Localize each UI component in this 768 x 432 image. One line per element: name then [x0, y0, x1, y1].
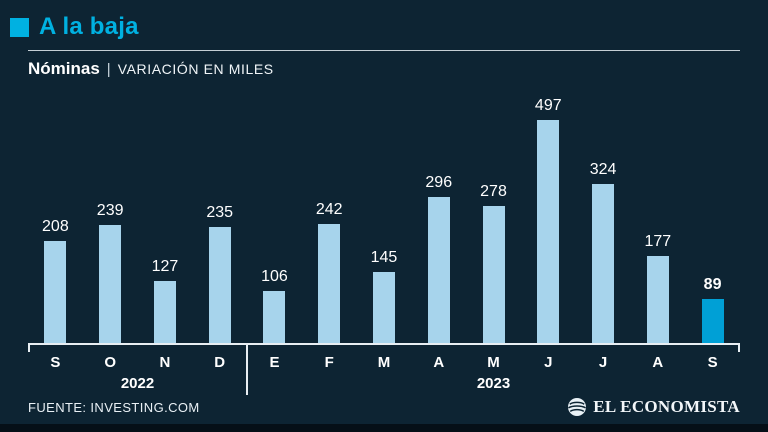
bar	[372, 271, 395, 343]
bar-value-label: 242	[315, 200, 343, 218]
year-label-2022: 2022	[120, 375, 155, 392]
bar	[318, 223, 341, 343]
bar	[263, 290, 286, 343]
bar-column: 324	[576, 97, 631, 343]
bar-column: 278	[466, 97, 521, 343]
bar-column: 242	[302, 97, 357, 343]
year-group-divider	[246, 343, 249, 395]
bar-value-label: 177	[644, 232, 672, 250]
month-label: M	[487, 354, 500, 371]
bar-value-label: 497	[534, 97, 562, 114]
bottom-strip	[0, 424, 768, 432]
el-economista-globe-icon	[568, 398, 587, 416]
bar-column: 235	[192, 97, 247, 343]
axis-right-tick	[738, 343, 740, 352]
bar	[44, 240, 67, 343]
bar	[646, 255, 669, 343]
bar-value-label: 106	[261, 267, 288, 285]
bar-chart: 208 239 127 235 106 242 145 296 278 497 324 177 89 S…	[28, 97, 740, 395]
header-divider	[28, 50, 740, 51]
chart-subtitle: Nóminas | VARIACIÓN EN MILES	[28, 59, 740, 79]
bar-column: 239	[83, 97, 138, 343]
bar	[537, 120, 560, 343]
bar	[701, 299, 724, 343]
page-title: A la baja	[39, 13, 139, 40]
brand-name: EL ECONOMISTA	[593, 397, 740, 416]
month-label: J	[598, 354, 608, 371]
month-label: A	[652, 354, 664, 371]
bar	[153, 280, 176, 343]
month-label: E	[269, 354, 280, 371]
brand-logo: EL ECONOMISTA	[567, 397, 740, 417]
month-label: A	[433, 354, 445, 371]
bar-value-label: 278	[480, 183, 507, 201]
month-label: N	[159, 354, 171, 371]
month-label: D	[214, 354, 226, 371]
x-axis-line	[28, 343, 740, 352]
bar-value-label: 145	[370, 248, 398, 266]
bar-value-label: 208	[42, 217, 69, 235]
subtitle-units: VARIACIÓN EN MILES	[117, 61, 274, 77]
source-credit: FUENTE: INVESTING.COM	[28, 399, 200, 415]
bar	[482, 206, 505, 343]
month-label: F	[324, 354, 334, 371]
bar-column: 145	[357, 97, 412, 343]
bar-column: 497	[521, 97, 576, 343]
bar-column: 208	[28, 97, 83, 343]
bar-value-label: 89	[703, 276, 722, 294]
title-bullet-square-icon	[10, 17, 29, 37]
year-axis: 2022 2023	[28, 373, 740, 395]
bar-column: 89	[685, 97, 740, 343]
subtitle-separator: |	[106, 61, 111, 78]
plot-area: 208 239 127 235 106 242 145 296 278 497 324 177 89	[28, 97, 740, 343]
bar-value-label: 324	[589, 160, 617, 178]
month-label: S	[50, 354, 61, 371]
month-label: O	[104, 354, 116, 371]
bar-column: 296	[411, 97, 466, 343]
month-label: J	[544, 354, 553, 371]
series-name: Nóminas	[28, 59, 100, 78]
axis-left-tick	[28, 343, 30, 352]
month-label: S	[707, 354, 718, 371]
title-row: A la baja	[10, 0, 740, 41]
month-label: M	[377, 354, 391, 371]
footer: FUENTE: INVESTING.COM EL ECONOMISTA	[28, 397, 740, 417]
bar-column: 177	[630, 97, 685, 343]
bar-value-label: 239	[96, 202, 124, 220]
header: A la baja Nóminas | VARIACIÓN EN MILES	[10, 0, 740, 79]
bar-value-label: 127	[151, 257, 179, 275]
bar	[99, 225, 122, 343]
bar	[208, 227, 231, 343]
bar	[427, 197, 450, 343]
bar-column: 106	[247, 97, 302, 343]
bar-column: 127	[138, 97, 193, 343]
bar	[592, 183, 615, 343]
year-label-2023: 2023	[476, 375, 511, 392]
bar-value-label: 235	[206, 204, 234, 222]
bar-value-label: 296	[425, 174, 453, 192]
